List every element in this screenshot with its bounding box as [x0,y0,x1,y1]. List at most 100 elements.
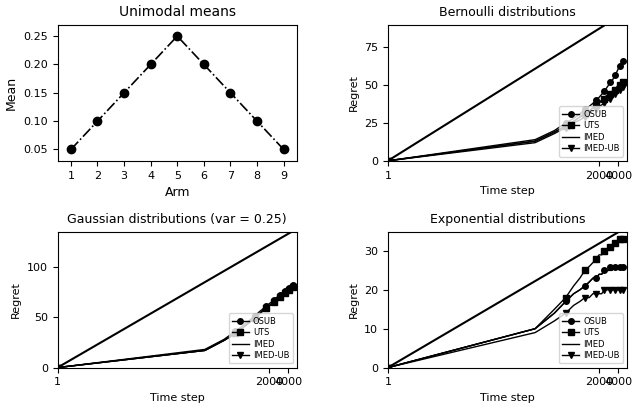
OSUB [384,158,392,163]
IMED [280,292,287,297]
OSUB [612,264,620,269]
IMED-UB [620,84,627,89]
UTS [278,292,285,297]
IMED [613,84,621,89]
OSUB [616,63,623,68]
UTS [605,244,612,249]
UTS [550,307,558,312]
IMED [562,299,570,304]
UTS [285,287,293,292]
IMED [612,264,620,269]
IMED-UB [562,125,570,130]
OSUB [593,276,600,281]
IMED [586,280,593,285]
UTS [220,338,228,343]
OSUB [562,121,570,126]
IMED [251,316,259,320]
Title: Exponential distributions: Exponential distributions [430,213,586,226]
IMED [618,264,626,269]
OSUB [589,276,596,281]
IMED [268,301,275,306]
X-axis label: Time step: Time step [480,393,535,403]
IMED-UB [54,365,61,370]
UTS [608,244,616,249]
UTS [259,309,266,313]
IMED-UB [607,287,614,292]
IMED-UB [621,83,628,88]
IMED-UB [287,287,294,292]
OSUB [614,264,622,269]
UTS [255,312,263,317]
OSUB [54,365,61,370]
IMED-UB [288,285,296,290]
IMED [593,102,600,107]
UTS [251,316,259,320]
UTS [600,249,608,254]
OSUB [384,365,392,370]
UTS [280,292,287,297]
UTS [614,241,622,246]
UTS [616,237,623,242]
UTS [576,276,584,281]
IMED-UB [612,287,620,292]
IMED [607,90,614,95]
IMED-UB [593,107,600,112]
UTS [570,119,577,124]
UTS [270,299,278,304]
IMED-UB [581,114,589,119]
UTS [586,264,593,269]
Title: Gaussian distributions (var = 0.25): Gaussian distributions (var = 0.25) [67,213,287,226]
IMED [246,320,253,325]
IMED [239,325,247,330]
UTS [617,81,625,86]
UTS [384,158,392,163]
IMED [272,298,280,303]
IMED-UB [259,309,266,313]
IMED-UB [570,303,577,308]
IMED-UB [272,298,280,303]
UTS [620,80,627,85]
OSUB [610,264,618,269]
UTS [276,294,284,299]
IMED-UB [605,98,612,103]
IMED-UB [232,331,239,336]
IMED [278,292,285,297]
OSUB [617,62,625,66]
OSUB [595,272,603,277]
OSUB [586,104,593,109]
IMED-UB [589,109,596,114]
IMED [608,89,616,94]
UTS [617,237,625,242]
IMED-UB [550,131,558,136]
IMED [607,268,614,273]
X-axis label: Arm: Arm [164,186,190,199]
UTS [288,285,296,290]
IMED-UB [283,290,291,294]
OSUB [607,80,614,85]
IMED-UB [265,304,273,309]
UTS [593,102,600,107]
OSUB [581,107,589,112]
OSUB [531,137,539,142]
IMED [282,290,289,295]
IMED [618,80,626,85]
UTS [384,365,392,370]
IMED-UB [598,102,605,107]
IMED [600,268,608,273]
X-axis label: Time step: Time step [150,393,205,403]
IMED [283,289,291,294]
OSUB [570,116,577,121]
IMED-UB [608,95,616,100]
IMED-UB [608,287,616,292]
OSUB [600,89,608,94]
OSUB [570,291,577,296]
IMED-UB [612,92,620,97]
UTS [576,114,584,119]
IMED-UB [593,291,600,296]
IMED-UB [581,295,589,300]
IMED [550,130,558,135]
IMED-UB [610,287,618,292]
IMED [262,306,269,311]
IMED [531,139,539,144]
IMED [287,285,294,290]
